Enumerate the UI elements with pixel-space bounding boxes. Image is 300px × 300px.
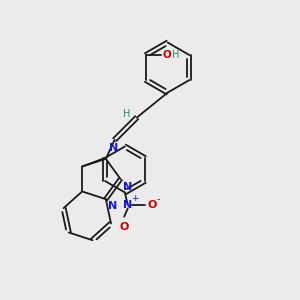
- Text: N: N: [123, 200, 132, 210]
- Text: N: N: [109, 143, 118, 153]
- Text: O: O: [119, 222, 129, 232]
- Text: +: +: [131, 194, 139, 203]
- Text: N: N: [108, 201, 117, 211]
- Text: H: H: [123, 109, 130, 119]
- Text: -: -: [156, 194, 160, 205]
- Text: O: O: [162, 50, 171, 60]
- Text: O: O: [148, 200, 157, 210]
- Text: H: H: [172, 50, 179, 60]
- Text: N: N: [123, 182, 133, 192]
